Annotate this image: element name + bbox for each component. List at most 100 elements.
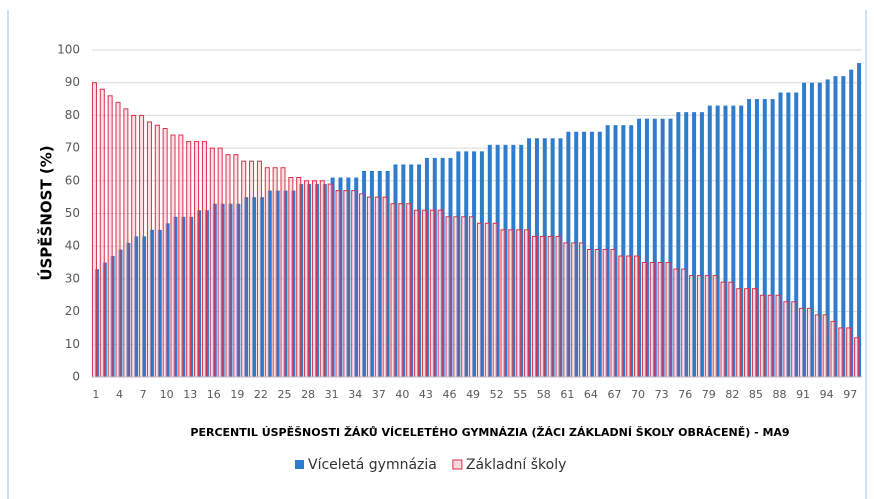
y-tick-label: 50	[65, 206, 80, 220]
x-tick-label: 91	[796, 388, 810, 401]
bar	[759, 294, 765, 378]
bar	[139, 114, 145, 378]
x-tick-label: 25	[278, 388, 292, 401]
bar	[563, 242, 569, 378]
x-tick-label: 28	[301, 388, 315, 401]
x-tick-label: 10	[160, 388, 174, 401]
bar	[665, 262, 671, 378]
bar	[319, 180, 325, 378]
bar	[531, 235, 537, 378]
bar	[731, 105, 736, 377]
y-tick-label: 90	[65, 75, 80, 89]
y-tick-label: 0	[72, 370, 80, 384]
x-tick-label: 34	[348, 388, 362, 401]
bar	[799, 307, 805, 378]
bar	[382, 196, 388, 378]
bar	[699, 112, 704, 377]
x-tick-label: 1	[92, 388, 99, 401]
y-tick-label: 20	[65, 304, 80, 318]
bar	[445, 216, 451, 378]
bar	[825, 79, 830, 378]
bar	[178, 134, 184, 378]
bar	[154, 124, 160, 378]
bar	[194, 141, 200, 378]
bar	[634, 255, 640, 378]
bar	[704, 275, 710, 378]
bar	[539, 235, 545, 378]
bar	[209, 147, 215, 378]
bar	[684, 112, 689, 377]
x-tick-label: 16	[207, 388, 221, 401]
x-tick-label: 37	[372, 388, 386, 401]
bar	[484, 222, 490, 378]
bar	[335, 190, 341, 378]
bar	[676, 112, 681, 377]
bar	[146, 121, 152, 378]
bar	[374, 196, 380, 378]
bar	[461, 216, 467, 378]
bar	[657, 262, 663, 378]
bar	[524, 229, 530, 378]
bar	[579, 242, 585, 378]
bar	[778, 92, 783, 377]
bar	[406, 203, 412, 378]
bar	[649, 262, 655, 378]
bar	[99, 88, 105, 378]
bar	[511, 144, 516, 377]
bar	[225, 154, 231, 378]
bar	[115, 101, 121, 378]
bar	[802, 82, 807, 377]
x-tick-label: 88	[773, 388, 787, 401]
x-tick-label: 22	[254, 388, 268, 401]
bar	[131, 114, 137, 378]
bar	[304, 180, 310, 378]
bar	[571, 242, 577, 378]
bar	[170, 134, 176, 378]
bar	[264, 167, 270, 378]
bar	[728, 281, 734, 378]
bar	[296, 177, 302, 378]
bar	[366, 196, 372, 378]
bar	[390, 203, 396, 378]
bar	[618, 255, 624, 378]
bar	[720, 281, 726, 378]
bar	[311, 180, 317, 378]
y-axis-label: ÚSPĚŠNOST (%)	[37, 145, 56, 280]
bar	[398, 203, 404, 378]
x-tick-label: 97	[843, 388, 857, 401]
x-tick-label: 13	[183, 388, 197, 401]
bar	[770, 99, 775, 378]
bar	[351, 190, 357, 378]
x-tick-label: 49	[466, 388, 480, 401]
bar	[857, 63, 862, 378]
bar	[602, 248, 608, 378]
bar	[668, 118, 673, 378]
bar	[751, 288, 757, 378]
y-tick-label: 30	[65, 271, 80, 285]
bar	[786, 92, 791, 377]
bar	[775, 294, 781, 378]
bar	[201, 141, 207, 378]
bar	[660, 118, 665, 378]
bar	[162, 127, 168, 378]
x-tick-label: 43	[419, 388, 433, 401]
x-tick-label: 79	[702, 388, 716, 401]
bar	[123, 108, 129, 378]
bar	[107, 95, 113, 378]
bar	[707, 105, 712, 377]
legend-label: Víceletá gymnázia	[308, 457, 437, 473]
x-tick-label: 76	[678, 388, 692, 401]
bar	[241, 160, 247, 378]
bar	[806, 307, 812, 378]
legend-swatch	[452, 459, 463, 470]
x-axis-label: PERCENTIL ÚSPĚŠNOSTI ŽÁKŮ VÍCELETÉHO GYM…	[190, 426, 789, 439]
bar	[217, 147, 223, 378]
y-tick-label: 80	[65, 108, 80, 122]
bar	[256, 160, 262, 378]
bar	[233, 154, 239, 378]
bar	[767, 294, 773, 378]
bar	[126, 242, 131, 377]
bar	[610, 248, 616, 378]
bar	[547, 235, 553, 378]
